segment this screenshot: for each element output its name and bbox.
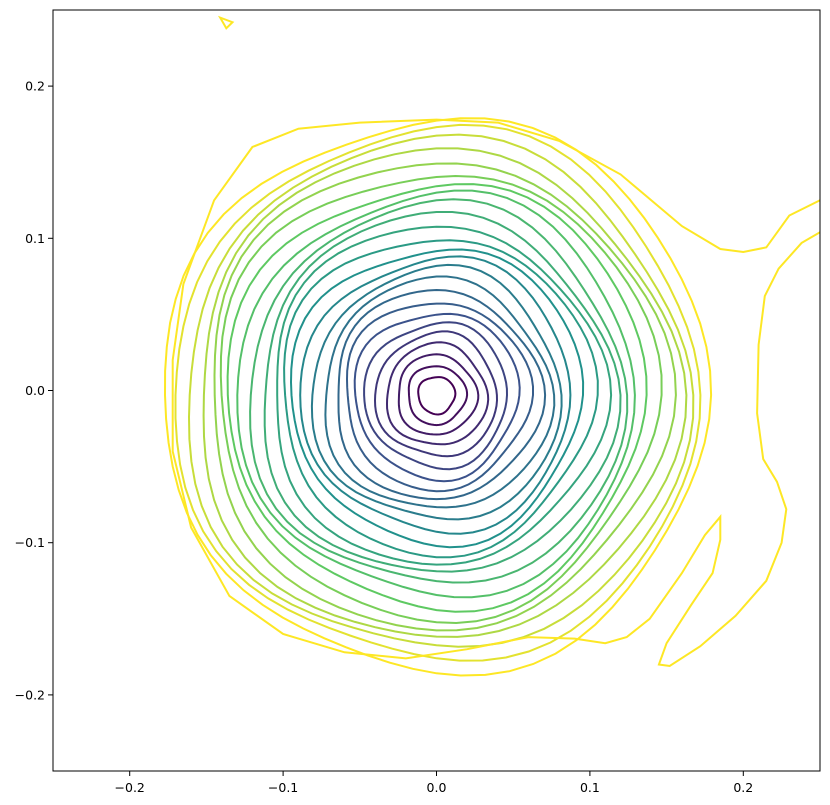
contour-level-6 [363,321,509,471]
contour-level-21 [213,162,677,632]
x-tick-label: −0.2 [115,780,145,795]
y-tick-label: 0.0 [25,383,45,398]
contour-lines [163,15,820,677]
contour-level-11 [310,263,563,521]
contour-level-10 [324,275,556,509]
contour-level-22 [202,147,688,638]
contour-level-15 [276,225,613,566]
contour-level-16 [263,211,622,573]
contour-level-4 [385,341,490,446]
x-tick-label: 0.2 [733,780,753,795]
top-left-blob-contour [217,15,235,30]
y-tick-label: −0.2 [15,687,45,702]
contour-level-20 [219,174,663,625]
contour-level-18 [236,189,636,599]
contour-level-23 [187,133,695,648]
right-outer-branch-contour [171,118,820,668]
contour-level-14 [283,239,599,559]
contour-level-24 [174,123,702,662]
contour-level-13 [289,248,585,549]
x-tick-label: 0.1 [580,780,600,795]
y-tick-label: 0.1 [25,231,45,246]
contour-level-12 [299,255,572,535]
contour-level-1 [417,376,457,416]
x-tick-label: −0.1 [268,780,298,795]
y-tick-label: 0.2 [25,79,45,94]
y-axis: 0.2 0.1 0.0 −0.1 −0.2 [15,79,53,702]
contour-level-7 [353,312,521,483]
contour-level-5 [373,330,499,458]
x-axis: −0.2 −0.1 0.0 0.1 0.2 [115,771,753,795]
y-tick-label: −0.1 [15,535,45,550]
contour-level-17 [249,198,629,584]
contour-level-2 [407,365,469,427]
contour-level-9 [337,288,547,501]
contour-level-3 [397,353,480,436]
x-tick-label: 0.0 [427,780,447,795]
contour-level-19 [226,183,648,613]
contour-level-8 [345,302,534,493]
